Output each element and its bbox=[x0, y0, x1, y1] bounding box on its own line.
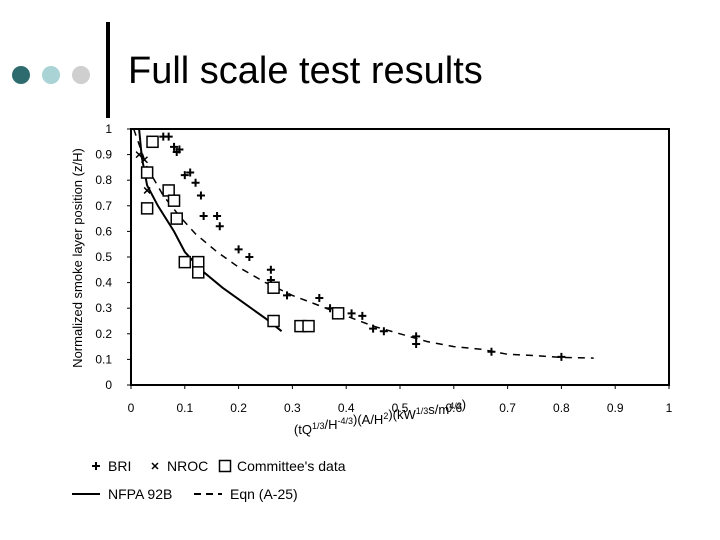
y-tick-label: 0.6 bbox=[95, 224, 112, 238]
legend-item: NROC bbox=[151, 458, 208, 474]
plus-data-point bbox=[283, 291, 292, 300]
legend-label: BRI bbox=[108, 458, 131, 474]
legend-label: NFPA 92B bbox=[108, 486, 172, 502]
y-tick-label: 1 bbox=[105, 122, 112, 136]
y-tick-label: 0.9 bbox=[95, 148, 112, 162]
plus-data-point bbox=[213, 212, 222, 221]
y-tick-label: 0.5 bbox=[95, 250, 112, 264]
plus-data-point bbox=[191, 178, 200, 187]
square-data-point bbox=[192, 255, 205, 269]
square-data-point bbox=[178, 255, 192, 269]
square-data-point bbox=[162, 184, 175, 197]
curves bbox=[132, 128, 594, 359]
plus-data-point bbox=[557, 352, 566, 361]
plus-data-point bbox=[186, 168, 195, 177]
legend-square-swatch bbox=[218, 459, 232, 473]
y-tick-label: 0.7 bbox=[95, 199, 112, 213]
square-data-point bbox=[302, 319, 315, 333]
plus-data-point bbox=[245, 253, 254, 261]
plus-data-point bbox=[412, 340, 421, 349]
x-tick-label: 0.2 bbox=[230, 401, 247, 415]
bullet-dot-light bbox=[42, 66, 60, 84]
plus-data-point bbox=[315, 293, 324, 302]
plus-data-point bbox=[164, 132, 173, 141]
square-data-point bbox=[267, 314, 280, 328]
x-axis-label: (tQ1/3/H-4/3)(A/H2)(kW1/3s/m4/3) bbox=[294, 397, 466, 437]
x-tick-label: 0.6 bbox=[445, 401, 462, 415]
x-tick-label: 0.3 bbox=[284, 401, 301, 415]
square-data-point bbox=[192, 266, 205, 279]
eqn-a25-curve bbox=[132, 128, 594, 359]
y-tick-label: 0.2 bbox=[95, 327, 112, 341]
square-data-point bbox=[146, 135, 159, 149]
bullet-dot-dark bbox=[12, 66, 30, 84]
y-tick-label: 0.3 bbox=[95, 301, 112, 315]
legend-label: Committee's data bbox=[237, 458, 346, 474]
plus-data-point bbox=[412, 332, 421, 341]
legend-label: Eqn (A-25) bbox=[230, 486, 298, 502]
plus-data-point bbox=[170, 142, 179, 151]
x-tick-label: 0.5 bbox=[392, 401, 409, 415]
cross-data-point bbox=[143, 186, 151, 194]
x-tick-label: 1 bbox=[666, 401, 673, 415]
legend-item: BRI bbox=[92, 458, 131, 474]
plus-data-point bbox=[369, 324, 378, 333]
y-tick-label: 0.1 bbox=[95, 352, 112, 366]
plus-data-point bbox=[196, 191, 205, 200]
legend-cross-swatch bbox=[151, 462, 159, 470]
plus-data-point bbox=[180, 171, 189, 180]
y-tick-label: 0.8 bbox=[95, 173, 112, 187]
y-tick-label: 0.4 bbox=[95, 276, 112, 290]
plus-data-point bbox=[234, 245, 243, 254]
square-data-point bbox=[140, 202, 154, 215]
square-data-point bbox=[170, 212, 183, 225]
legend-label: NROC bbox=[167, 458, 208, 474]
x-axis: 0 0.1 0.2 0.3 0.4 0.5 0.6 0.7 0.8 0.9 1 bbox=[128, 385, 673, 415]
x-tick-label: 0.1 bbox=[176, 401, 193, 415]
plus-data-point bbox=[358, 311, 367, 320]
x-tick-label: 0.4 bbox=[338, 401, 355, 415]
legend-item: Eqn (A-25) bbox=[194, 486, 298, 502]
bullet-dot-grey bbox=[72, 66, 90, 84]
legend: BRI NROC Committee's data NFPA 92B Eqn (A-25… bbox=[72, 458, 346, 502]
plus-data-point bbox=[199, 212, 208, 221]
cross-data-point bbox=[140, 156, 148, 164]
x-tick-label: 0.7 bbox=[499, 401, 516, 415]
y-axis-label: Normalized smoke layer position (z/H) bbox=[70, 148, 85, 368]
slide-title: Full scale test results bbox=[128, 50, 483, 92]
square-data-point bbox=[331, 307, 345, 320]
cross-data-point bbox=[135, 151, 143, 159]
plus-data-point bbox=[487, 347, 496, 356]
plus-data-point bbox=[379, 327, 388, 336]
plus-data-point bbox=[215, 222, 224, 231]
legend-plus-swatch bbox=[92, 462, 100, 470]
square-data-point bbox=[267, 281, 280, 294]
x-tick-label: 0.8 bbox=[553, 401, 570, 415]
x-tick-label: 0 bbox=[128, 401, 135, 415]
y-tick-label: 0 bbox=[105, 378, 112, 392]
x-tick-label: 0.9 bbox=[607, 401, 624, 415]
markers bbox=[135, 132, 566, 361]
plus-data-point bbox=[266, 265, 275, 274]
plus-data-point bbox=[175, 145, 184, 154]
square-data-point bbox=[140, 166, 154, 179]
nfpa-92b-curve bbox=[138, 128, 283, 332]
square-data-point bbox=[167, 194, 181, 207]
title-divider bbox=[106, 22, 110, 118]
y-axis: 0 0.1 0.2 0.3 0.4 0.5 0.6 0.7 0.8 0.9 1 bbox=[95, 122, 131, 392]
plus-data-point bbox=[347, 309, 356, 318]
legend-item: NFPA 92B bbox=[72, 486, 172, 502]
plot-frame bbox=[130, 128, 670, 386]
legend-item: Committee's data bbox=[218, 458, 346, 474]
